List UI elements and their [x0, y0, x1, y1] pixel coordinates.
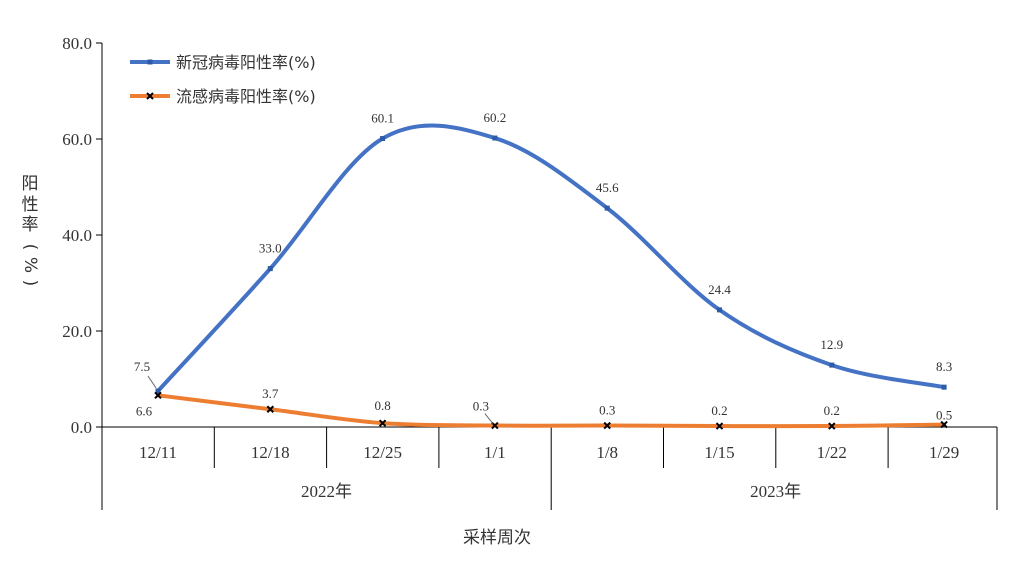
y-axis-title-char: 性 — [22, 195, 39, 215]
legend-label: 新冠病毒阳性率(%) — [176, 53, 316, 72]
leader-line — [147, 375, 157, 389]
data-label: 0.3 — [599, 403, 615, 418]
x-group-label: 2023年 — [750, 482, 801, 501]
series-point — [603, 421, 611, 430]
x-group-label: 2022年 — [301, 482, 352, 501]
data-label: 0.2 — [824, 403, 840, 418]
series-point — [155, 388, 161, 394]
data-label: 7.5 — [134, 359, 150, 374]
data-label: 6.6 — [136, 403, 153, 418]
y-tick-label: 20.0 — [62, 322, 92, 341]
series-1 — [155, 123, 947, 394]
x-tick-label: 1/1 — [484, 443, 506, 462]
legend-marker — [146, 92, 154, 100]
x-tick-label: 12/11 — [139, 443, 177, 462]
series-point — [941, 384, 947, 390]
y-tick-label: 80.0 — [62, 34, 92, 53]
series-line — [156, 393, 947, 429]
series-point — [266, 405, 275, 413]
y-tick-label: 40.0 — [62, 226, 92, 245]
data-label: 8.3 — [936, 359, 952, 374]
data-label: 0.8 — [374, 398, 390, 413]
legend-label: 流感病毒阳性率(%) — [176, 87, 316, 106]
series-point — [154, 391, 162, 400]
x-tick-label: 1/22 — [817, 443, 847, 462]
data-label: 3.7 — [262, 386, 279, 401]
series-point — [717, 307, 722, 313]
series-point — [267, 266, 273, 272]
data-label: 24.4 — [708, 282, 731, 297]
data-label: 0.5 — [936, 408, 952, 423]
y-axis-title-char: 阳 — [22, 174, 39, 194]
series-point — [715, 422, 724, 430]
y-axis-title-char: ) — [20, 280, 40, 287]
x-tick-label: 1/29 — [929, 443, 959, 462]
data-label: 60.1 — [371, 111, 394, 126]
data-label: 33.0 — [259, 241, 282, 256]
series-point — [378, 419, 387, 427]
series-line — [156, 123, 947, 393]
series-point — [829, 362, 835, 368]
x-tick-label: 1/15 — [704, 443, 734, 462]
data-label: 60.2 — [484, 110, 507, 125]
data-label: 0.2 — [711, 403, 727, 418]
series-point — [492, 135, 498, 141]
x-tick-label: 12/18 — [251, 443, 290, 462]
data-label: 45.6 — [596, 180, 619, 195]
series-point — [940, 420, 948, 429]
y-axis-title-char: ( — [20, 244, 40, 251]
y-tick-label: 60.0 — [62, 130, 92, 149]
data-label: 0.3 — [473, 399, 489, 414]
y-axis-title-char: 率 — [22, 215, 39, 235]
legend-marker — [147, 59, 153, 65]
series-point — [828, 422, 836, 430]
data-label: 12.9 — [820, 337, 843, 352]
x-tick-label: 12/25 — [363, 443, 402, 462]
y-tick-label: 0.0 — [71, 418, 92, 437]
y-axis-title-char: % — [20, 257, 40, 273]
leader-line — [484, 413, 494, 424]
series-point — [380, 136, 386, 142]
series-point — [604, 205, 610, 211]
x-tick-label: 1/8 — [596, 443, 618, 462]
x-axis-title: 采样周次 — [463, 528, 531, 548]
